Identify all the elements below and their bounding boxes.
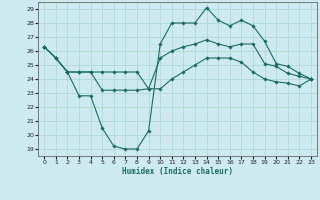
X-axis label: Humidex (Indice chaleur): Humidex (Indice chaleur) [122, 167, 233, 176]
